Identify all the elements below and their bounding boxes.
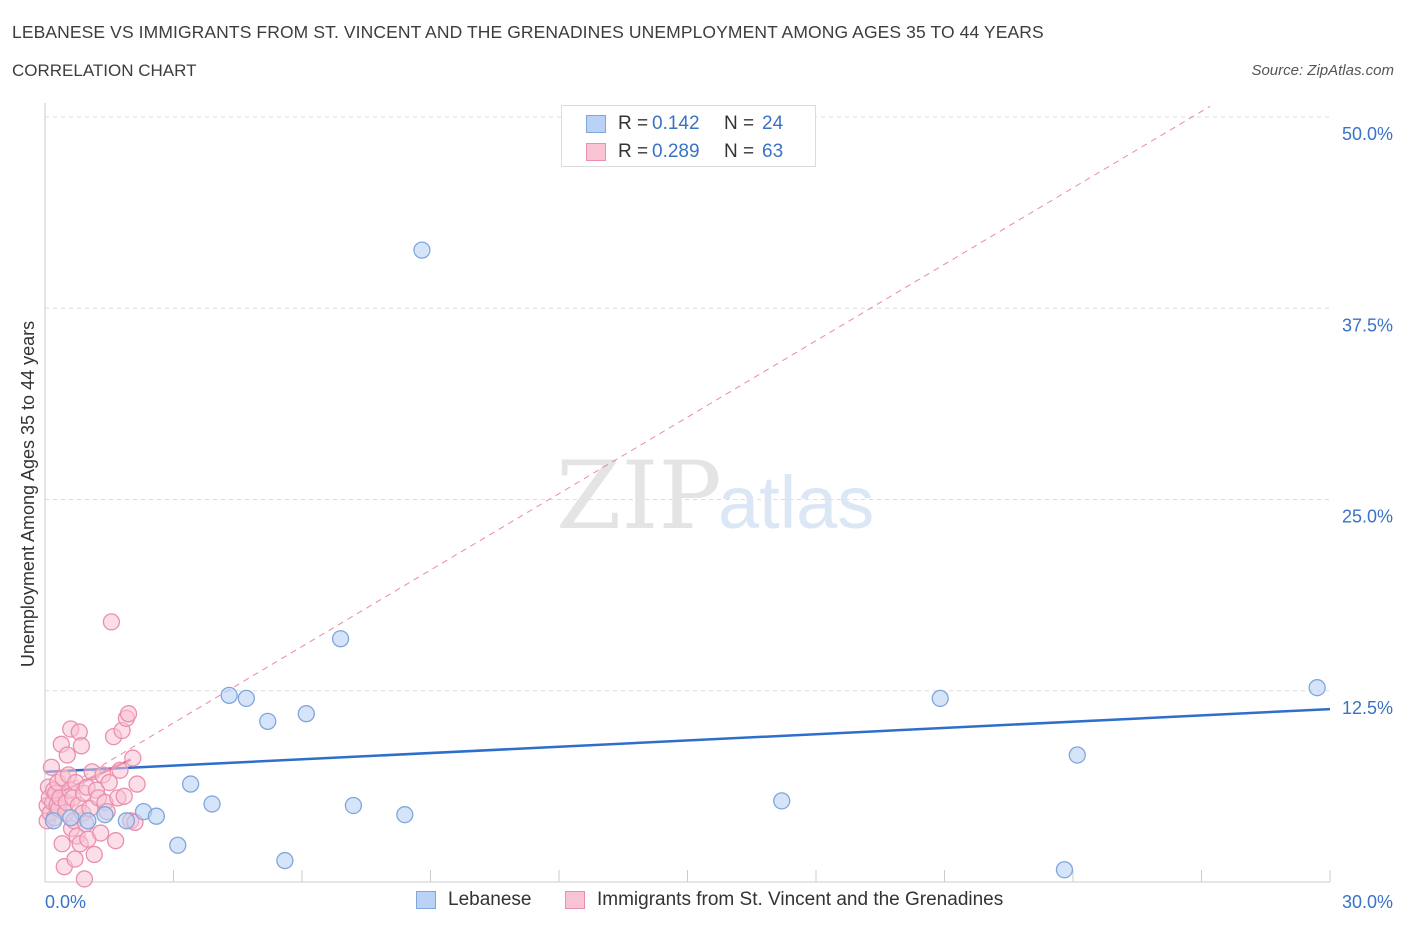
tick-labels: 12.5% 25.0% 37.5% 50.0% 0.0% 30.0% — [45, 124, 1393, 912]
data-point-lebanese — [276, 851, 294, 870]
data-point-lebanese — [220, 686, 238, 704]
correlation-legend: R = 0.142 N = 24 R = 0.289 N = 63 — [561, 105, 816, 167]
data-point-lebanese — [1308, 679, 1326, 697]
data-point-lebanese — [147, 807, 166, 825]
source-label: Source: ZipAtlas.com — [1251, 62, 1394, 79]
data-points — [38, 241, 1326, 888]
data-point-immigrants — [42, 758, 61, 776]
data-point-immigrants — [72, 737, 91, 755]
data-point-lebanese — [931, 689, 949, 708]
legend-swatch-pink — [565, 891, 585, 909]
legend-swatch-blue — [416, 891, 436, 909]
data-point-lebanese — [44, 812, 63, 830]
y-axis-label: Unemployment Among Ages 35 to 44 years — [18, 321, 38, 667]
chart-subtitle: CORRELATION CHART — [12, 61, 197, 80]
data-point-lebanese — [1055, 861, 1074, 879]
watermark: ZIP atlas — [556, 442, 874, 551]
legend-row-immigrants: R = 0.289 N = 63 — [586, 140, 783, 164]
data-point-immigrants — [128, 775, 146, 793]
data-point-lebanese — [237, 689, 255, 708]
data-point-lebanese — [331, 630, 350, 648]
legend-n-label: N = — [724, 141, 755, 162]
y-tick-label: 12.5% — [1342, 698, 1393, 718]
watermark-atlas: atlas — [718, 461, 874, 544]
data-point-lebanese — [117, 812, 136, 830]
data-point-lebanese — [79, 812, 97, 830]
data-point-lebanese — [773, 792, 791, 810]
axes — [44, 103, 1330, 883]
data-point-lebanese — [344, 796, 363, 815]
legend-item-lebanese: Lebanese — [416, 889, 531, 911]
series-legend: Lebanese Immigrants from St. Vincent and… — [0, 889, 1406, 915]
data-point-immigrants — [58, 746, 76, 764]
data-point-lebanese — [96, 806, 114, 824]
data-point-immigrants — [66, 850, 84, 868]
x-tick-label-min: 0.0% — [45, 892, 86, 912]
y-tick-label: 37.5% — [1342, 315, 1393, 335]
x-tick-label-max: 30.0% — [1342, 892, 1393, 912]
data-point-lebanese — [181, 775, 200, 793]
data-point-immigrants — [124, 749, 142, 767]
data-point-immigrants — [102, 613, 121, 631]
legend-n-label: N = — [724, 113, 755, 134]
data-point-immigrants — [85, 845, 103, 864]
legend-r-label: R = — [618, 141, 649, 162]
legend-swatch-blue — [586, 115, 606, 133]
data-point-immigrants — [53, 835, 71, 853]
data-point-lebanese — [169, 836, 187, 854]
data-point-immigrants — [100, 773, 118, 792]
data-point-lebanese — [259, 712, 277, 730]
data-point-lebanese — [62, 809, 80, 827]
data-point-immigrants — [75, 870, 94, 888]
legend-n-value: 24 — [762, 113, 784, 134]
data-point-immigrants — [119, 705, 138, 723]
legend-item-immigrants: Immigrants from St. Vincent and the Gren… — [565, 889, 1003, 911]
data-point-lebanese — [396, 806, 414, 824]
legend-label-immigrants: Immigrants from St. Vincent and the Gren… — [597, 889, 1004, 910]
legend-swatch-pink — [586, 143, 606, 161]
legend-n-value: 63 — [762, 141, 784, 162]
legend-label-lebanese: Lebanese — [448, 889, 532, 910]
data-point-immigrants — [111, 761, 129, 779]
legend-r-label: R = — [618, 113, 649, 134]
data-point-lebanese — [297, 705, 315, 723]
data-point-lebanese — [203, 795, 221, 813]
data-point-lebanese — [1068, 746, 1086, 764]
y-tick-label: 25.0% — [1342, 507, 1393, 527]
trend-line-immigrants-extended — [44, 105, 1211, 800]
data-point-immigrants — [115, 787, 133, 805]
y-tick-label: 50.0% — [1342, 124, 1393, 144]
legend-row-lebanese: R = 0.142 N = 24 — [586, 112, 783, 136]
legend-r-value: 0.142 — [652, 113, 700, 134]
data-point-lebanese — [413, 241, 431, 259]
trend-line-lebanese — [44, 707, 1331, 774]
watermark-zip: ZIP — [556, 442, 722, 551]
data-point-immigrants — [92, 824, 110, 842]
legend-r-value: 0.289 — [652, 141, 700, 162]
chart-title: LEBANESE VS IMMIGRANTS FROM ST. VINCENT … — [12, 22, 1044, 42]
data-point-immigrants — [107, 832, 125, 850]
